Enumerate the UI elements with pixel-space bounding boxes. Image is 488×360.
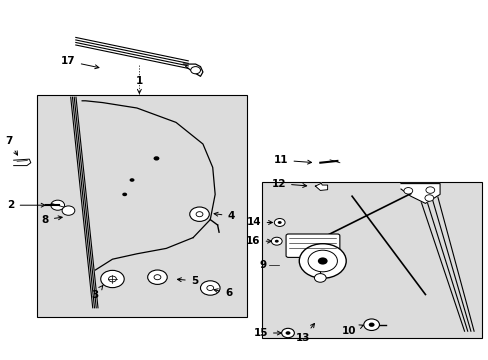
Text: 12: 12 <box>271 179 306 189</box>
Circle shape <box>101 270 124 288</box>
Polygon shape <box>315 183 327 190</box>
Text: 1: 1 <box>136 76 142 93</box>
Circle shape <box>299 244 346 278</box>
Circle shape <box>129 178 134 182</box>
Text: 10: 10 <box>342 325 363 336</box>
Polygon shape <box>14 159 31 166</box>
Circle shape <box>271 237 282 245</box>
Circle shape <box>317 257 327 265</box>
Circle shape <box>307 250 337 272</box>
Text: 13: 13 <box>295 323 314 343</box>
Circle shape <box>424 195 433 201</box>
Text: 14: 14 <box>246 217 272 228</box>
Circle shape <box>363 319 379 330</box>
Circle shape <box>62 206 75 215</box>
Text: 4: 4 <box>214 211 234 221</box>
Text: 17: 17 <box>61 56 99 69</box>
Circle shape <box>108 276 116 282</box>
Circle shape <box>51 200 64 210</box>
Text: 5: 5 <box>177 276 198 286</box>
Polygon shape <box>400 184 439 203</box>
Circle shape <box>190 67 200 74</box>
Text: 6: 6 <box>214 288 232 298</box>
Text: 15: 15 <box>253 328 281 338</box>
FancyBboxPatch shape <box>285 234 339 257</box>
Circle shape <box>206 285 213 291</box>
Circle shape <box>425 187 434 193</box>
Text: 8: 8 <box>41 215 62 225</box>
Circle shape <box>403 188 412 194</box>
Circle shape <box>314 274 325 282</box>
Circle shape <box>285 331 290 335</box>
Circle shape <box>153 156 159 161</box>
Circle shape <box>147 270 167 284</box>
Circle shape <box>277 221 281 224</box>
Text: 16: 16 <box>245 236 271 246</box>
Circle shape <box>196 212 203 217</box>
Text: 11: 11 <box>273 155 311 165</box>
Bar <box>37 95 246 317</box>
Circle shape <box>274 240 278 243</box>
Bar <box>261 182 481 338</box>
Circle shape <box>281 328 294 338</box>
Circle shape <box>189 207 209 221</box>
Circle shape <box>200 281 220 295</box>
Text: 2: 2 <box>7 200 45 210</box>
Text: 3: 3 <box>92 285 103 300</box>
Circle shape <box>154 275 161 280</box>
Text: 7: 7 <box>5 136 18 155</box>
Circle shape <box>122 193 127 196</box>
Circle shape <box>274 219 285 226</box>
Text: 9: 9 <box>259 260 266 270</box>
Circle shape <box>368 323 374 327</box>
